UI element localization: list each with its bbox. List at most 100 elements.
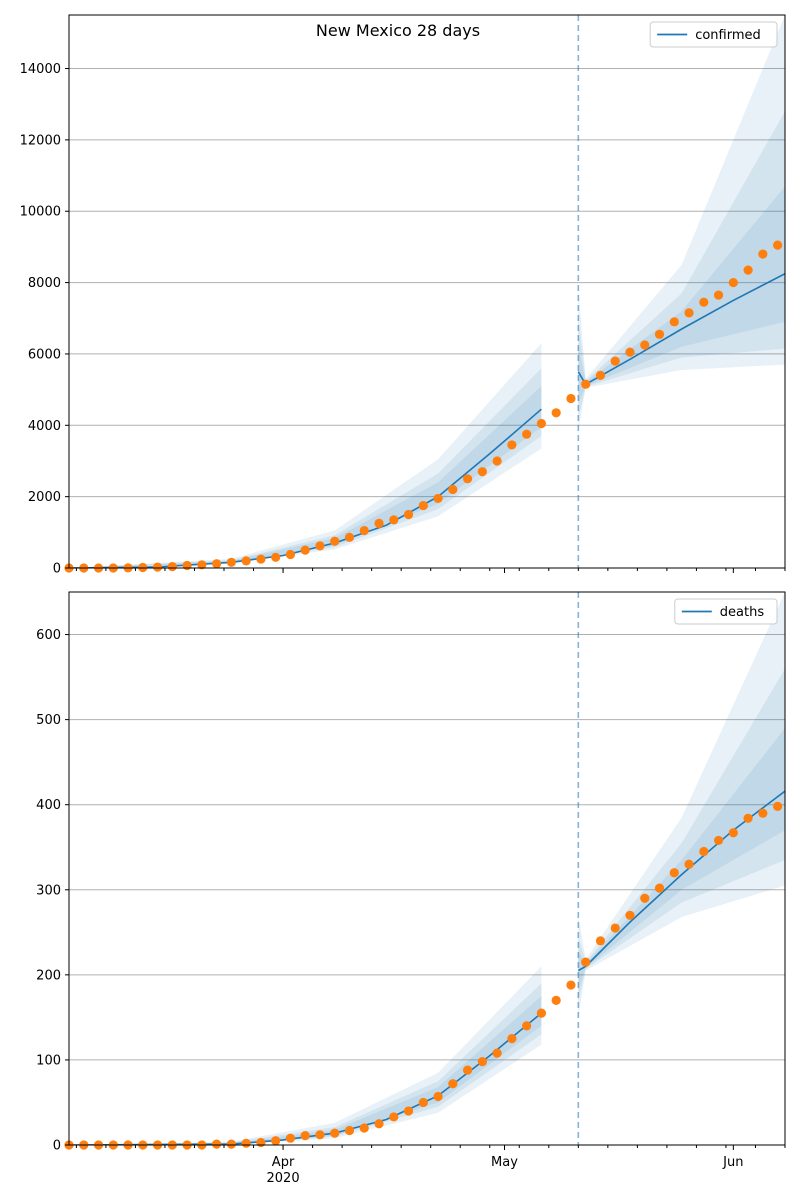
chart-title: New Mexico 28 days [316,21,480,40]
observed-point [566,980,576,990]
observed-point [256,554,266,564]
uncertainty-band-2-forecast [578,111,785,419]
observed-point [271,1136,281,1146]
observed-point [507,440,517,450]
observed-point [330,1128,340,1138]
observed-point [403,1106,414,1116]
y-tick-label: 100 [36,1053,61,1068]
observed-point [197,560,207,570]
observed-point [330,536,340,546]
observed-point [448,1079,458,1089]
y-tick-label: 10000 [20,205,61,220]
observed-point [536,418,547,429]
y-tick-label: 600 [36,628,61,643]
observed-point [758,808,768,818]
y-tick-label: 500 [36,713,61,728]
y-tick-label: 0 [53,562,61,577]
observed-point [344,1125,355,1136]
observed-point [669,868,679,878]
x-tick-sublabel: 2020 [267,1171,300,1186]
observed-point [418,500,428,511]
observed-point [743,813,753,823]
legend-label: deaths [720,605,765,620]
observed-point [522,1021,532,1031]
observed-point [595,936,606,946]
axes-frame [68,14,786,569]
observed-point [359,525,369,536]
uncertainty-band-2-fit [69,368,542,568]
observed-point [773,801,783,811]
observed-point [462,474,473,484]
observed-point [315,541,325,551]
observed-point [389,515,399,525]
observed-point [581,957,591,967]
y-tick-label: 400 [36,798,61,813]
observed-point [625,910,635,920]
observed-point [344,532,355,542]
axes-frame [68,591,786,1146]
observed-point [699,297,709,307]
observed-point [315,1130,325,1140]
y-tick-label: 200 [36,968,61,983]
observed-point [433,493,443,504]
confirmed-panel: 0 2000 4000 6000 8000 10000 12000 14000 confirme… [20,14,786,577]
observed-point [654,883,665,893]
observed-point [300,1131,310,1141]
observed-point [669,317,679,327]
observed-point [522,429,532,439]
observed-point [551,995,561,1005]
observed-point [374,518,384,529]
observed-point [182,560,192,571]
y-tick-label: 14000 [20,62,61,77]
observed-point [758,249,768,259]
observed-point [152,562,163,572]
y-tick-label: 6000 [28,347,61,362]
observed-point [654,329,665,339]
observed-point [241,556,251,566]
observed-point [773,240,783,250]
observed-point [684,859,694,869]
observed-point [610,923,620,933]
observed-point [536,1008,547,1018]
y-tick-label: 0 [53,1139,61,1154]
legend-label: confirmed [695,28,761,43]
observed-point [374,1119,384,1129]
y-tick-label: 8000 [28,276,61,291]
uncertainty-band-1-forecast [578,15,785,431]
y-tick-label: 12000 [20,133,61,148]
model-line-forecast [577,790,785,972]
x-tick-label: Apr [272,1155,295,1170]
observed-point [389,1112,399,1122]
x-tick-label: May [491,1155,518,1170]
observed-point [566,393,576,404]
x-tick-label: Jun [722,1155,743,1170]
observed-point [285,549,296,560]
observed-point [728,828,738,838]
observed-point [403,509,414,520]
observed-point [167,561,177,572]
observed-point [285,1133,296,1143]
observed-point [448,484,458,495]
uncertainty-band-3-fit [69,386,542,568]
observed-point [477,1057,487,1067]
observed-point [551,408,561,418]
observed-point [256,1137,266,1148]
observed-point [462,1065,473,1075]
observed-point [138,562,148,573]
observed-point [640,340,650,350]
observed-point [713,290,724,300]
observed-point [226,557,236,567]
y-tick-label: 300 [36,883,61,898]
observed-point [241,1138,251,1148]
observed-point [212,559,222,569]
observed-point [212,1139,222,1149]
y-tick-label: 2000 [28,490,61,505]
observed-point [581,379,591,389]
observed-point [433,1091,443,1102]
observed-point [699,846,709,857]
uncertainty-band-3-forecast [578,728,785,991]
observed-point [684,308,694,318]
